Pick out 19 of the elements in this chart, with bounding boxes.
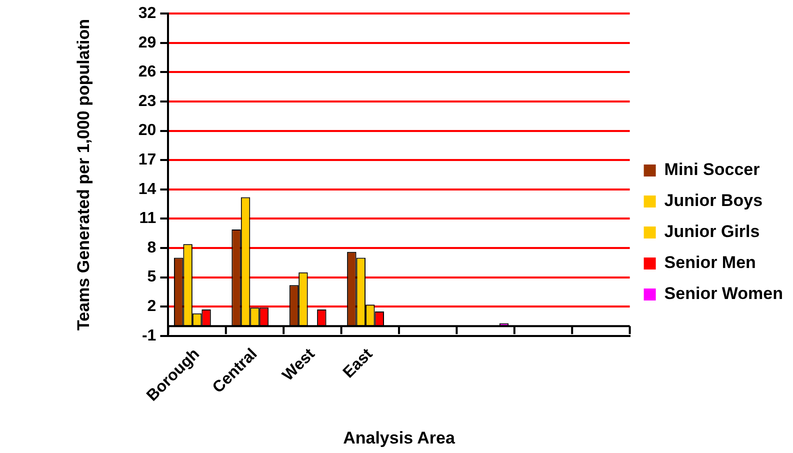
y-tick-label: 20 (138, 122, 156, 140)
legend-label: Junior Boys (664, 191, 763, 210)
y-tick-label: 26 (138, 64, 156, 81)
y-tick-label: -1 (142, 327, 156, 344)
y-tick-label: 29 (138, 34, 156, 52)
y-tick-label: 17 (138, 152, 156, 169)
y-axis-title: Teams Generated per 1,000 population (74, 19, 93, 330)
y-tick-label: 14 (138, 180, 156, 198)
legend-label: Junior Girls (664, 222, 760, 242)
x-axis-title: Analysis Area (343, 428, 456, 448)
y-tick-label: 2 (147, 298, 156, 316)
legend-label: Senior Women (664, 284, 783, 304)
y-tick-label: 5 (147, 268, 156, 286)
y-tick-label: 32 (138, 5, 156, 22)
y-tick-label: 23 (138, 92, 156, 110)
legend-label: Senior Men (664, 253, 756, 272)
y-tick-label: 11 (139, 210, 156, 228)
y-tick-label: 8 (147, 239, 156, 256)
legend-label: Mini Soccer (664, 160, 760, 180)
